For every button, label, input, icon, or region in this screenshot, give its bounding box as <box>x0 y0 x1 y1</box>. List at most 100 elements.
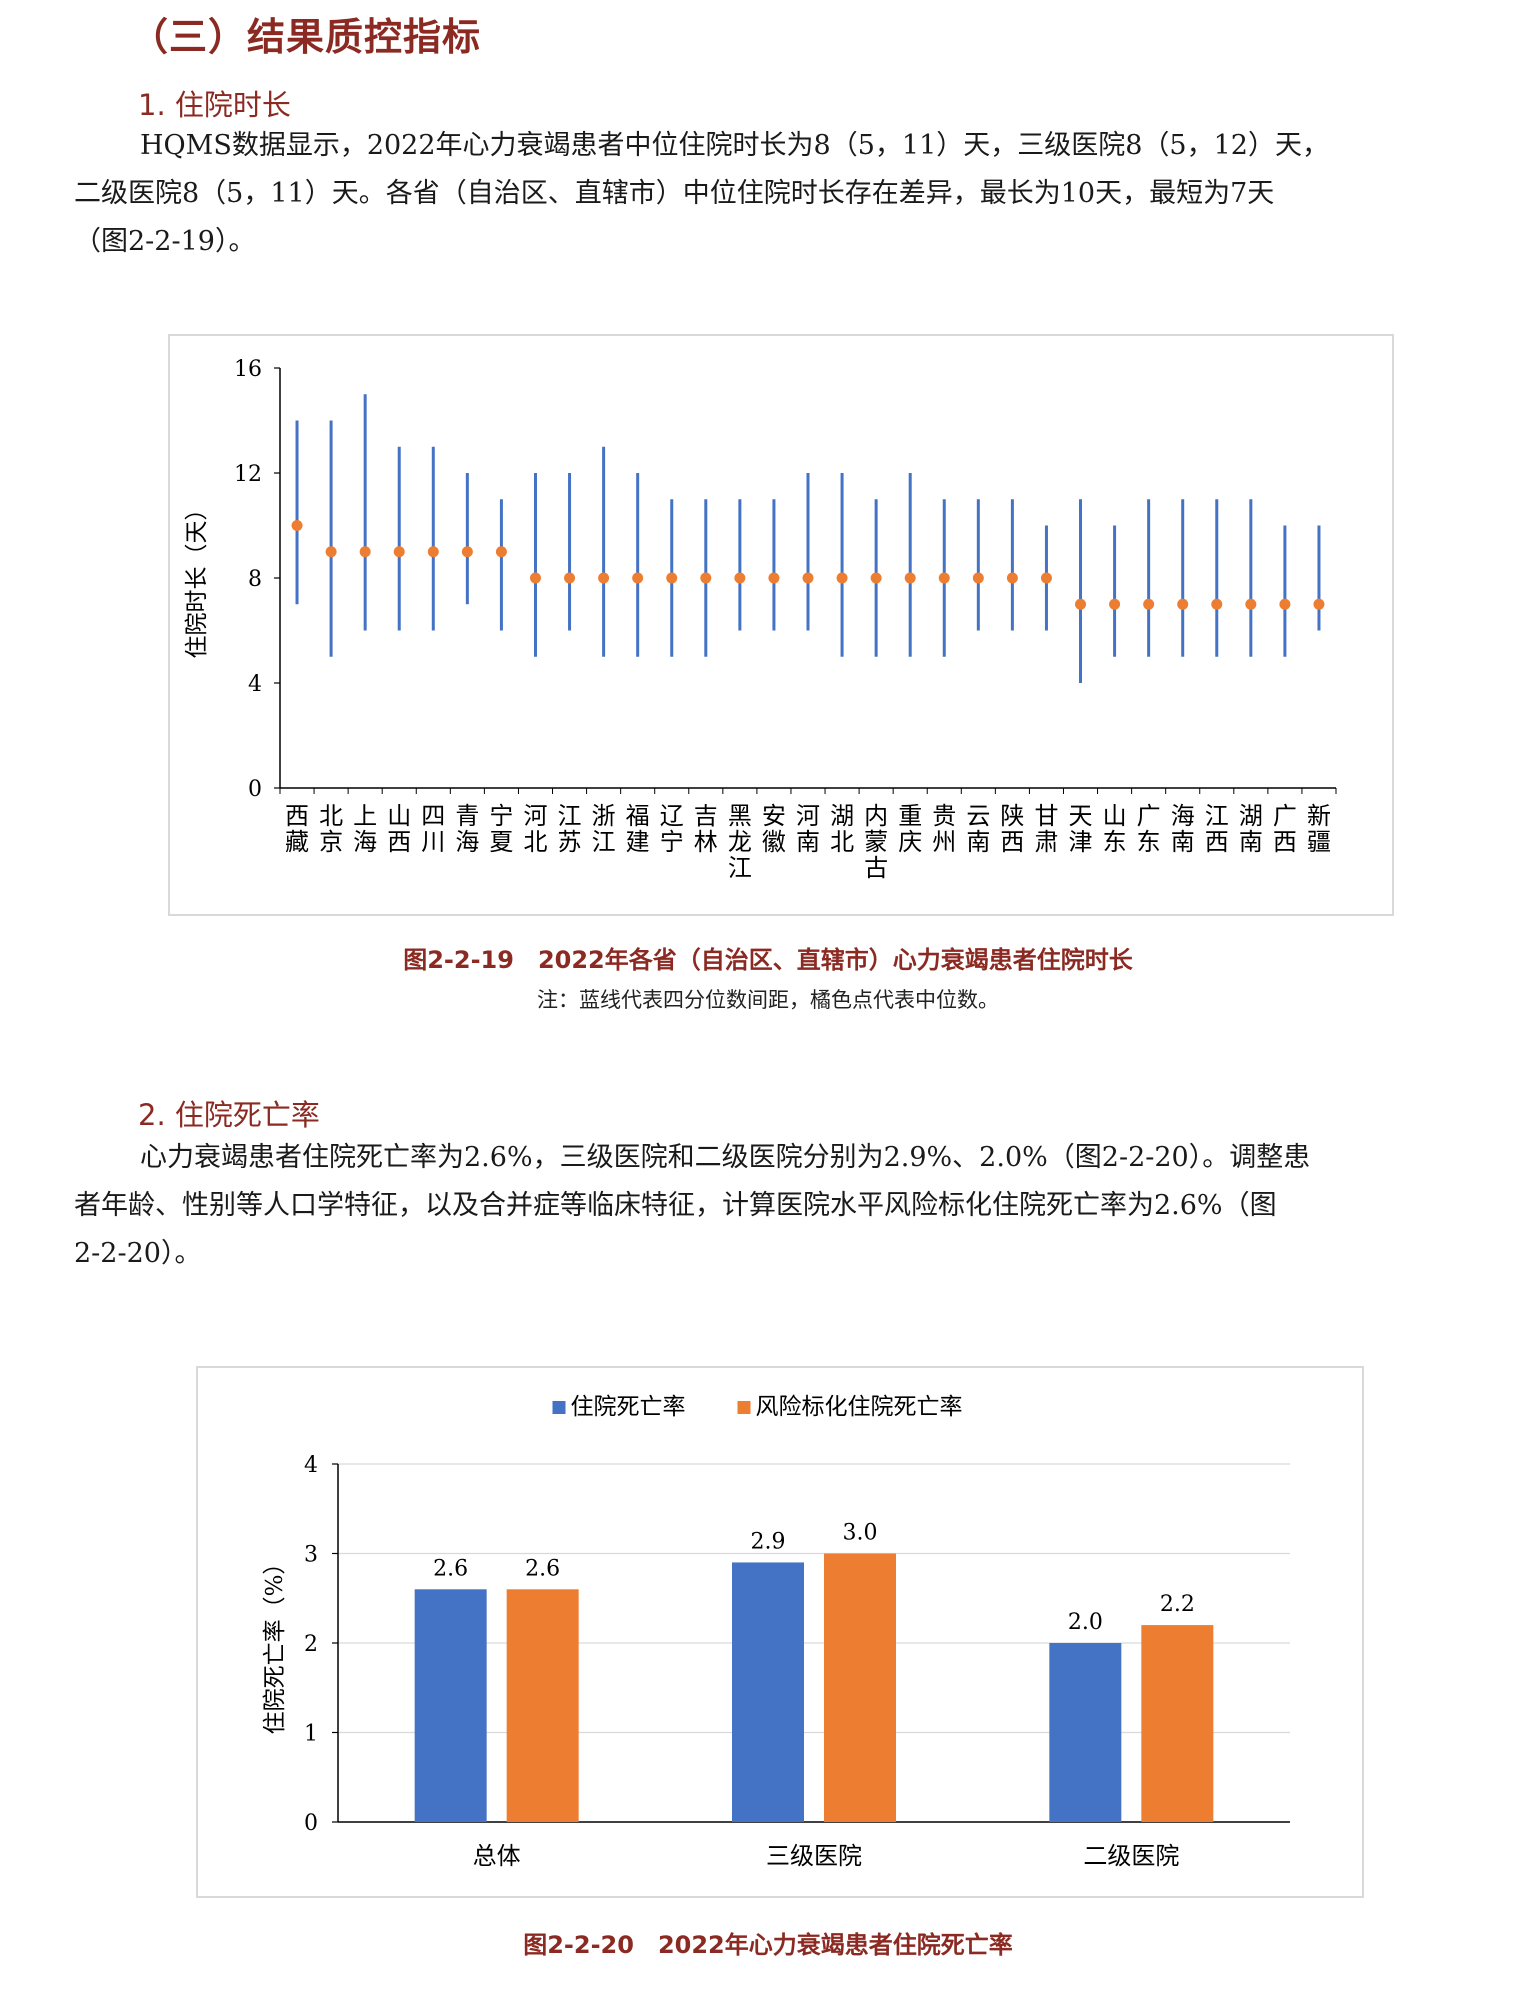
x-tick-label-char: 东 <box>1137 828 1161 856</box>
median-point-河北 <box>529 572 541 584</box>
median-point-河南 <box>802 572 814 584</box>
data-label: 2.2 <box>1160 1592 1195 1617</box>
median-point-重庆 <box>904 572 916 584</box>
paragraph-line: HQMS数据显示，2022年心力衰竭患者中位住院时长为8（5，11）天，三级医院… <box>140 130 1329 161</box>
x-tick-label-char: 四 <box>421 802 445 830</box>
x-tick-label-char: 陕 <box>1000 802 1024 830</box>
bar-总体-住院死亡率 <box>414 1589 487 1822</box>
x-tick-label-char: 古 <box>864 854 888 882</box>
y-tick-label: 1 <box>304 1722 318 1747</box>
y-axis-label: 住院时长（天） <box>184 498 210 659</box>
median-point-内蒙古 <box>870 572 882 584</box>
paragraph-line: （图2-2-19）。 <box>74 226 256 257</box>
x-tick-label-char: 东 <box>1103 828 1127 856</box>
legend-label-2: 风险标化住院死亡率 <box>756 1394 963 1420</box>
x-tick-label-char: 宁 <box>660 828 684 856</box>
bar-三级医院-风险标化住院死亡率 <box>824 1553 896 1822</box>
y-axis-label: 住院死亡率（%） <box>262 1552 288 1735</box>
x-tick-label-char: 徽 <box>762 828 786 856</box>
legend-label-1: 住院死亡率 <box>571 1394 686 1420</box>
legend-swatch-2 <box>737 1401 751 1414</box>
mortality-chart: 0 1 2 3 4 住院死亡率（%） 住院死亡率 风险标化住院死亡率 2.6 2.6 总体 2.9 3.… <box>262 1394 1290 1870</box>
median-point-宁夏 <box>495 546 507 558</box>
x-tick-label-char: 南 <box>966 828 990 856</box>
section-title: （三）结果质控指标 <box>130 15 482 59</box>
x-tick-label-char: 北 <box>319 802 343 830</box>
median-point-山西 <box>393 546 405 558</box>
subsection-title-stay: 1. 住院时长 <box>138 88 291 122</box>
x-tick-label-char: 江 <box>592 828 616 856</box>
x-tick-label: 二级医院 <box>1083 1842 1179 1870</box>
bar-二级医院-住院死亡率 <box>1049 1643 1122 1822</box>
median-point-陕西 <box>1006 572 1018 584</box>
y-tick-label: 0 <box>304 1811 318 1836</box>
x-tick-label-char: 海 <box>353 828 377 856</box>
median-point-山东 <box>1109 598 1121 610</box>
x-tick-label: 三级医院 <box>766 1842 862 1870</box>
x-tick-label-char: 天 <box>1069 802 1093 830</box>
median-point-贵州 <box>938 572 950 584</box>
y-tick-label: 3 <box>304 1543 318 1568</box>
x-tick-label-char: 山 <box>1103 802 1127 830</box>
x-tick-label-char: 西 <box>387 828 411 856</box>
paragraph-mortality: 心力衰竭患者住院死亡率为2.6%，三级医院和二级医院分别为2.9%、2.0%（图… <box>74 1134 1474 1278</box>
x-tick-label-char: 湖 <box>1239 802 1263 830</box>
data-label: 2.9 <box>751 1529 786 1554</box>
x-tick-label-char: 西 <box>1205 828 1229 856</box>
x-tick-label-char: 江 <box>1205 802 1229 830</box>
x-tick-label-char: 广 <box>1273 802 1297 830</box>
x-tick-label-char: 浙 <box>592 802 616 830</box>
x-tick-label-char: 北 <box>523 828 547 856</box>
x-tick-label-char: 黑 <box>728 802 752 830</box>
x-tick-label-char: 建 <box>626 828 650 856</box>
y-tick-label: 16 <box>234 357 262 382</box>
x-tick-label-char: 西 <box>1273 828 1297 856</box>
x-tick-label-char: 蒙 <box>864 828 888 856</box>
x-tick-label-char: 南 <box>1171 828 1195 856</box>
x-tick-label-char: 夏 <box>489 828 513 856</box>
paragraph-line: 2-2-20）。 <box>74 1238 202 1269</box>
x-tick-label-char: 京 <box>319 828 343 856</box>
x-tick-label-char: 辽 <box>660 802 684 830</box>
x-tick-label-char: 肃 <box>1034 828 1058 856</box>
median-point-广西 <box>1279 598 1291 610</box>
x-tick-label-char: 内 <box>864 802 888 830</box>
x-tick-label-char: 河 <box>523 802 547 830</box>
paragraph-line: 心力衰竭患者住院死亡率为2.6%，三级医院和二级医院分别为2.9%、2.0%（图… <box>140 1142 1311 1173</box>
x-tick-label-char: 疆 <box>1307 828 1331 856</box>
x-tick-label-char: 重 <box>898 802 922 830</box>
x-tick-label-char: 新 <box>1307 802 1331 830</box>
x-tick-label-char: 贵 <box>932 802 956 830</box>
x-tick-label-char: 上 <box>353 802 377 830</box>
median-point-西藏 <box>291 520 303 531</box>
x-tick-label-char: 龙 <box>728 828 752 856</box>
x-tick-label-char: 西 <box>1000 828 1024 856</box>
median-point-甘肃 <box>1040 572 1052 584</box>
x-tick-label-char: 安 <box>762 802 786 830</box>
figure-caption-2-2-20: 图2-2-20 2022年心力衰竭患者住院死亡率 <box>523 1931 1013 1959</box>
median-point-福建 <box>632 572 644 584</box>
median-point-吉林 <box>700 572 712 584</box>
y-tick-label: 0 <box>248 777 262 802</box>
y-tick-label: 8 <box>248 567 262 592</box>
x-tick-label-char: 庆 <box>898 828 922 856</box>
paragraph-line: 二级医院8（5，11）天。各省（自治区、直辖市）中位住院时长存在差异，最长为10… <box>74 178 1275 209</box>
median-point-浙江 <box>598 572 610 584</box>
paragraph-line: 者年龄、性别等人口学特征，以及合并症等临床特征，计算医院水平风险标化住院死亡率为… <box>74 1190 1277 1221</box>
x-tick-label-char: 河 <box>796 802 820 830</box>
x-tick-label-char: 南 <box>796 828 820 856</box>
legend-swatch-1 <box>552 1401 566 1414</box>
median-point-湖北 <box>836 572 848 584</box>
subsection-title-mortality: 2. 住院死亡率 <box>138 1098 320 1132</box>
y-tick-label: 12 <box>234 462 262 487</box>
median-point-广东 <box>1143 598 1155 610</box>
paragraph-stay: HQMS数据显示，2022年心力衰竭患者中位住院时长为8（5，11）天，三级医院… <box>74 122 1474 266</box>
x-tick-label-char: 山 <box>387 802 411 830</box>
x-tick-label-char: 藏 <box>285 828 309 856</box>
y-tick-label: 2 <box>304 1632 318 1657</box>
median-point-青海 <box>461 546 473 558</box>
y-tick-label: 4 <box>248 672 262 697</box>
x-tick-label-char: 吉 <box>694 802 718 830</box>
median-point-黑龙江 <box>734 572 746 584</box>
x-tick-label-char: 甘 <box>1034 802 1058 830</box>
